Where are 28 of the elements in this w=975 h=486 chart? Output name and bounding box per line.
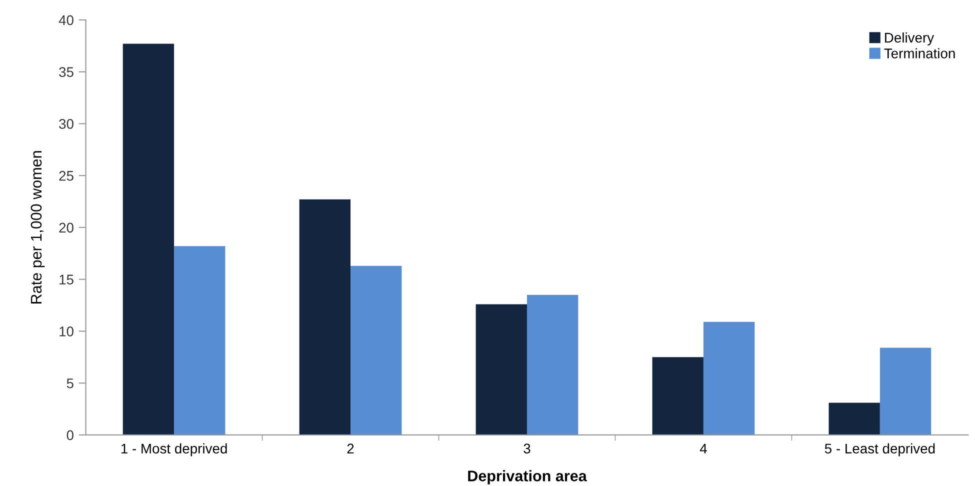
bar <box>299 199 351 435</box>
x-tick-label: 1 - Most deprived <box>121 443 227 456</box>
bar <box>122 44 174 435</box>
y-tick-label: 0 <box>66 430 74 440</box>
y-tick-label: 10 <box>60 326 74 336</box>
bar <box>880 348 932 435</box>
y-tick-label: 5 <box>66 378 74 388</box>
bar <box>828 402 880 435</box>
bar <box>476 304 527 435</box>
bar <box>174 246 226 435</box>
y-tick-label: 15 <box>60 274 74 284</box>
bar <box>703 322 755 435</box>
legend-label: Termination <box>884 48 955 58</box>
bar <box>526 294 578 435</box>
y-tick-label: 30 <box>59 119 74 129</box>
x-axis-title: Deprivation area <box>468 470 587 484</box>
bar <box>350 266 402 435</box>
y-tick-label: 20 <box>59 222 74 233</box>
y-tick-label: 25 <box>59 170 74 181</box>
bar <box>652 357 704 435</box>
x-tick-label: 3 <box>524 444 530 454</box>
y-axis-title: Rate per 1,000 women <box>30 151 45 304</box>
x-tick-label: 2 <box>347 444 354 454</box>
legend-label: Delivery <box>885 32 934 46</box>
y-tick-label: 40 <box>58 15 74 26</box>
y-tick-label: 35 <box>59 67 74 77</box>
x-tick-label: 4 <box>700 444 707 454</box>
x-tick-label: 5 - Least deprived <box>824 443 935 456</box>
